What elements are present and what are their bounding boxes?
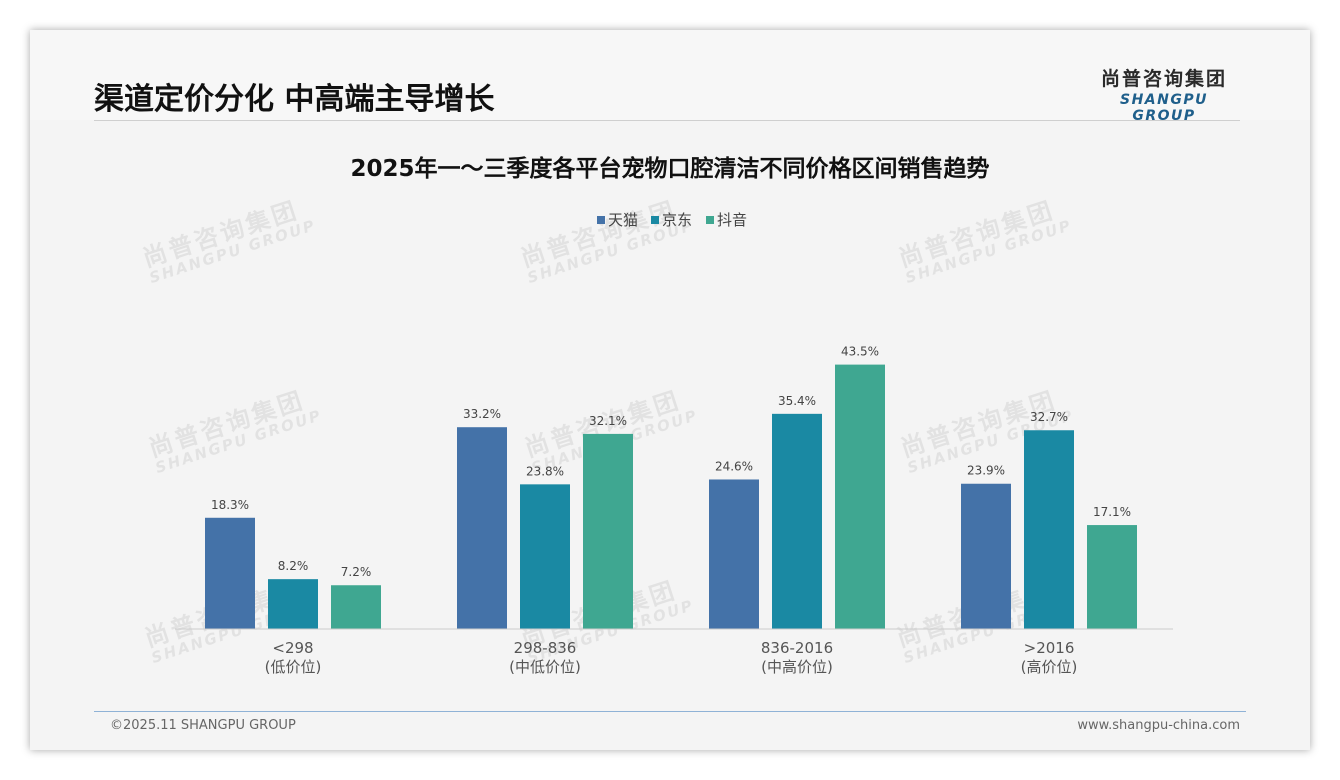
- bar-value-label: 43.5%: [841, 345, 879, 359]
- x-tick-label: 836-2016: [761, 639, 833, 657]
- bar-value-label: 17.1%: [1093, 505, 1131, 519]
- bar: [268, 579, 318, 629]
- bar-value-label: 32.7%: [1030, 410, 1068, 424]
- copyright-text: ©2025.11 SHANGPU GROUP: [110, 718, 296, 733]
- header-divider: [94, 120, 1240, 121]
- logo-text-cn: 尚普咨询集团: [1100, 68, 1227, 90]
- bar-value-label: 23.9%: [967, 464, 1005, 478]
- bar: [520, 484, 570, 629]
- bar-value-label: 35.4%: [778, 394, 816, 408]
- logo-text-en: SHANGPU GROUP: [1120, 92, 1208, 124]
- x-axis-labels: <298(低价位) 298-836(中低价位) 836-2016(中高价位) >201…: [265, 639, 1078, 676]
- company-logo: 尚普咨询集团 SHANGPU GROUP: [1088, 64, 1240, 124]
- legend-swatch-2: [651, 216, 659, 224]
- website-url: www.shangpu-china.com: [1077, 718, 1240, 733]
- chart-legend: 天猫 京东 抖音: [597, 211, 747, 229]
- legend-label-2: 京东: [662, 211, 692, 229]
- bar: [1087, 525, 1137, 629]
- bar-value-label: 32.1%: [589, 414, 627, 428]
- bar: [583, 433, 633, 629]
- legend-label-1: 天猫: [608, 211, 638, 229]
- bar-value-label: 24.6%: [715, 459, 753, 473]
- page-title: 渠道定价分化 中高端主导增长: [94, 82, 495, 117]
- x-tick-sublabel: (中高价位): [761, 658, 833, 676]
- bar: [709, 479, 759, 629]
- bar-series-group: 18.3% 8.2% 7.2% 33.2% 23.8% 32.1% 24.6% 35.4% 43…: [205, 345, 1137, 629]
- x-tick-label: <298: [272, 639, 313, 657]
- x-tick-label: 298-836: [514, 639, 577, 657]
- legend-swatch-1: [597, 216, 605, 224]
- bar: [961, 483, 1011, 629]
- chart-title: 2025年一～三季度各平台宠物口腔清洁不同价格区间销售趋势: [350, 155, 989, 182]
- legend-label-3: 抖音: [717, 211, 747, 229]
- bar-value-label: 18.3%: [211, 498, 249, 512]
- bar: [331, 585, 381, 629]
- bar: [457, 427, 507, 629]
- footer-divider: [94, 711, 1246, 712]
- chart-container: 2025年一～三季度各平台宠物口腔清洁不同价格区间销售趋势 天猫 京东 抖音 18.…: [30, 30, 1310, 750]
- legend-swatch-3: [706, 216, 714, 224]
- header-band: [30, 30, 1310, 120]
- bar: [1024, 430, 1074, 629]
- bar: [835, 364, 885, 629]
- bar-value-label: 7.2%: [341, 565, 372, 579]
- x-tick-sublabel: (中低价位): [509, 658, 581, 676]
- bar-value-label: 23.8%: [526, 464, 564, 478]
- bar: [205, 517, 255, 629]
- bar-value-label: 33.2%: [463, 407, 501, 421]
- x-tick-label: >2016: [1024, 639, 1075, 657]
- bar-value-label: 8.2%: [278, 559, 309, 573]
- bar-chart: 2025年一～三季度各平台宠物口腔清洁不同价格区间销售趋势 天猫 京东 抖音 18.…: [175, 155, 1173, 676]
- x-tick-sublabel: (低价位): [265, 658, 322, 676]
- slide: 尚普咨询集团 SHANGPU GROUP 尚普咨询集团 SHANGPU GROUP …: [30, 30, 1310, 750]
- bar: [772, 413, 822, 629]
- x-tick-sublabel: (高价位): [1021, 658, 1078, 676]
